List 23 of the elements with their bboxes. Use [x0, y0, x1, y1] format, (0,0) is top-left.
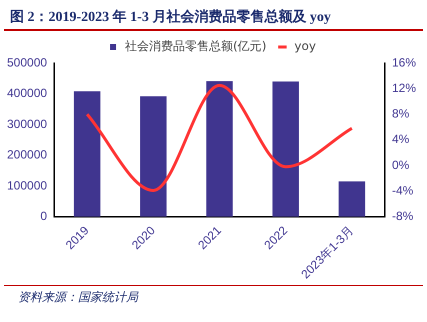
line-series: [86, 84, 354, 192]
y-tick-label: 500000: [6, 55, 48, 70]
y-tick-label: 300000: [6, 116, 48, 131]
bar: [338, 181, 366, 217]
y-tick-label: 100000: [6, 178, 48, 192]
y2-tick-label: 4%: [392, 132, 410, 146]
y2-tick-label: 12%: [392, 80, 416, 95]
bar: [272, 81, 299, 217]
y2-tick-label: 16%: [392, 55, 416, 70]
y2-tick-label: 0%: [392, 158, 410, 172]
y2-tick-label: -8%: [392, 209, 414, 224]
y2-tick-label: 8%: [392, 106, 410, 121]
text: 资料来源：国家统计局: [4, 285, 423, 309]
y-tick-label: 200000: [6, 148, 48, 162]
legend-label: 社会消费品零售总额(亿元): [125, 39, 266, 54]
bar: [140, 96, 167, 217]
legend-label: yoy: [294, 39, 316, 54]
y-tick-label: 0: [40, 209, 48, 224]
chart-title: 图 2：2019-2023 年 1-3 月社会消费品零售总额及 yoy: [4, 0, 423, 31]
bar: [74, 91, 100, 217]
y2-tick-label: -4%: [392, 183, 414, 198]
y-tick-label: 400000: [6, 86, 48, 100]
bar: [206, 81, 233, 217]
